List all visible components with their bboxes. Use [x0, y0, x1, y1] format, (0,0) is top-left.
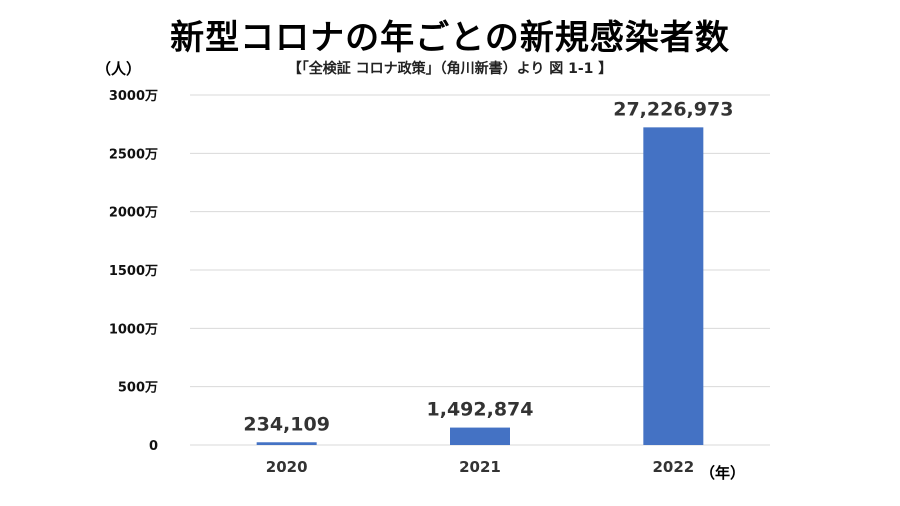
y-tick-label: 500万 [118, 381, 158, 396]
data-label-2022: 27,226,973 [613, 98, 733, 120]
y-tick-label: 3000万 [109, 89, 158, 104]
x-axis-categories: 2020 2021 2022 [266, 458, 694, 476]
y-tick-label: 1000万 [109, 322, 158, 337]
y-axis-unit-label: （人） [96, 60, 142, 78]
data-labels: 234,109 1,492,874 27,226,973 [243, 98, 733, 435]
chart-title: 新型コロナの年ごとの新規感染者数 [170, 18, 730, 58]
y-tick-label: 2500万 [109, 147, 158, 162]
x-category-label: 2022 [652, 458, 694, 476]
data-label-2021: 1,492,874 [427, 399, 534, 421]
bar-2020 [256, 442, 317, 445]
y-tick-label: 1500万 [109, 264, 158, 279]
data-label-2020: 234,109 [243, 413, 330, 435]
y-axis-ticks: 0 500万 1000万 1500万 2000万 2500万 3000万 [109, 89, 158, 454]
x-category-label: 2021 [459, 458, 501, 476]
x-axis-unit-label: （年） [700, 464, 746, 482]
y-tick-label: 0 [149, 439, 158, 454]
bars [256, 127, 704, 445]
chart-subtitle: 【「全検証 コロナ政策」（角川新書）より 図 1-1 】 [287, 61, 613, 77]
x-category-label: 2020 [266, 458, 308, 476]
y-tick-label: 2000万 [109, 206, 158, 221]
bar-2021 [450, 427, 510, 445]
bar-2022 [643, 127, 704, 445]
